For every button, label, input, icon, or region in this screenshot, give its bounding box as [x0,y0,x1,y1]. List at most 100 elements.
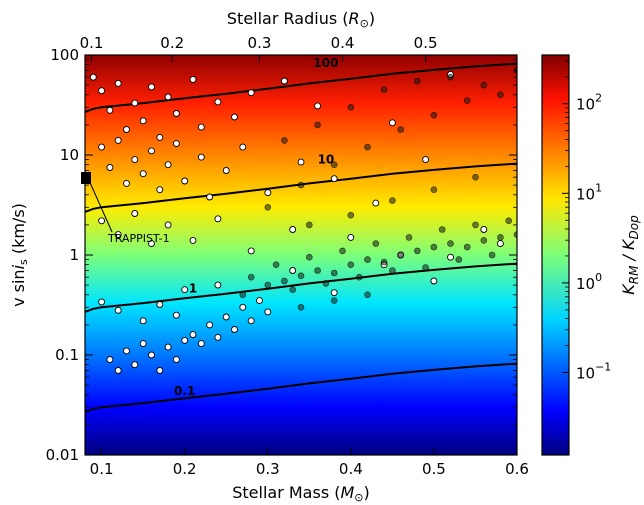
data-point-open [131,361,139,369]
contour-line [85,262,517,313]
data-point-open [139,340,147,348]
y-axis-ticks: 0.01 0.1 1 10 100 [46,46,517,464]
contour-label: 100 [313,56,338,70]
data-point-open [480,226,488,233]
data-point-filled [497,234,504,241]
data-point-open [330,289,338,297]
data-point-open [189,331,197,339]
data-point-open [206,321,214,329]
colorbar [541,54,570,456]
data-point-filled [463,243,471,251]
data-point-open [164,161,172,169]
x-tick-label: 0.5 [422,460,446,478]
data-point-open [123,179,130,187]
data-point-open [89,73,97,81]
data-point-filled [389,267,396,274]
data-point-open [114,306,122,314]
data-point-filled [438,226,446,233]
data-point-filled [447,240,454,247]
data-point-open [139,117,147,125]
data-point-open [430,277,438,285]
data-point-open [197,123,205,131]
data-point-open [181,286,189,294]
data-point-open [148,351,155,359]
data-point-filled [505,217,513,225]
data-point-filled [305,221,313,229]
x-axis-label: Stellar Mass (M⊙) [232,483,370,504]
data-point-open [148,83,155,91]
data-point-filled [380,86,388,93]
top-tick-label: 0.4 [331,34,355,52]
data-point-open [222,167,230,174]
data-point-filled [480,81,488,89]
data-point-open [231,113,238,121]
trappist-label: TRAPPIST-1 [107,232,170,245]
data-point-open [131,210,139,217]
data-point-filled [247,273,255,281]
data-point-open [239,143,247,151]
top-axis-ticks: 0.1 0.2 0.3 0.4 0.5 [80,34,438,62]
data-point-open [172,110,180,117]
data-point-filled [413,77,421,85]
data-point-open [206,193,214,201]
data-point-filled [480,237,488,244]
data-point-open [289,267,297,274]
data-point-filled [297,181,305,189]
x-tick-label: 0.4 [339,460,363,478]
colorbar-tick-label: 10−1 [576,361,611,383]
data-point-filled [463,97,471,104]
plot-background [85,55,517,455]
data-point-open [247,317,255,325]
data-point-open [156,367,164,374]
data-point-filled [347,211,355,219]
data-point-open [214,281,222,289]
data-point-open [98,87,106,95]
data-point-filled [314,121,321,129]
data-point-open [280,77,288,85]
data-point-filled [472,221,479,229]
data-point-open [164,221,172,229]
data-point-open [264,308,272,316]
top-tick-label: 0.5 [414,34,438,52]
data-point-open [172,140,180,148]
top-tick-label: 0.3 [248,34,272,52]
data-point-open [247,247,255,255]
data-point-filled [488,251,496,259]
data-point-filled [389,197,396,204]
top-axis-label: Stellar Radius (R⊙) [227,9,375,30]
data-point-filled [397,251,405,259]
y-tick-label: 0.1 [55,346,79,364]
data-point-open [422,156,430,164]
contour-line [85,162,517,213]
data-point-open [123,347,130,355]
y-tick-label: 10 [60,146,79,164]
data-point-open [148,147,155,155]
data-point-filled [264,281,272,289]
data-point-open [114,79,122,87]
data-point-open [98,217,106,225]
data-point-open [231,326,238,333]
data-point-filled [513,231,517,238]
data-point-open [106,164,114,171]
data-point-open [197,153,205,161]
data-point-open [164,343,172,351]
data-point-filled [497,91,504,99]
colorbar-ticks: 10−1 100 101 102 [562,60,611,383]
trappist-pointer [87,177,113,233]
contour-lines [85,62,517,413]
data-point-open [239,303,247,311]
data-point-open [372,199,380,207]
data-point-filled [281,277,288,285]
data-point-filled [455,256,463,263]
data-point-open [256,297,263,305]
data-point-filled [347,104,355,111]
data-point-open [181,177,189,185]
data-point-open [330,175,338,183]
data-point-filled [305,253,313,261]
data-point-open [98,143,106,151]
data-point-open [247,89,255,97]
data-point-open [214,215,222,223]
contour-label: 1 [189,282,197,296]
data-point-filled [330,161,338,168]
